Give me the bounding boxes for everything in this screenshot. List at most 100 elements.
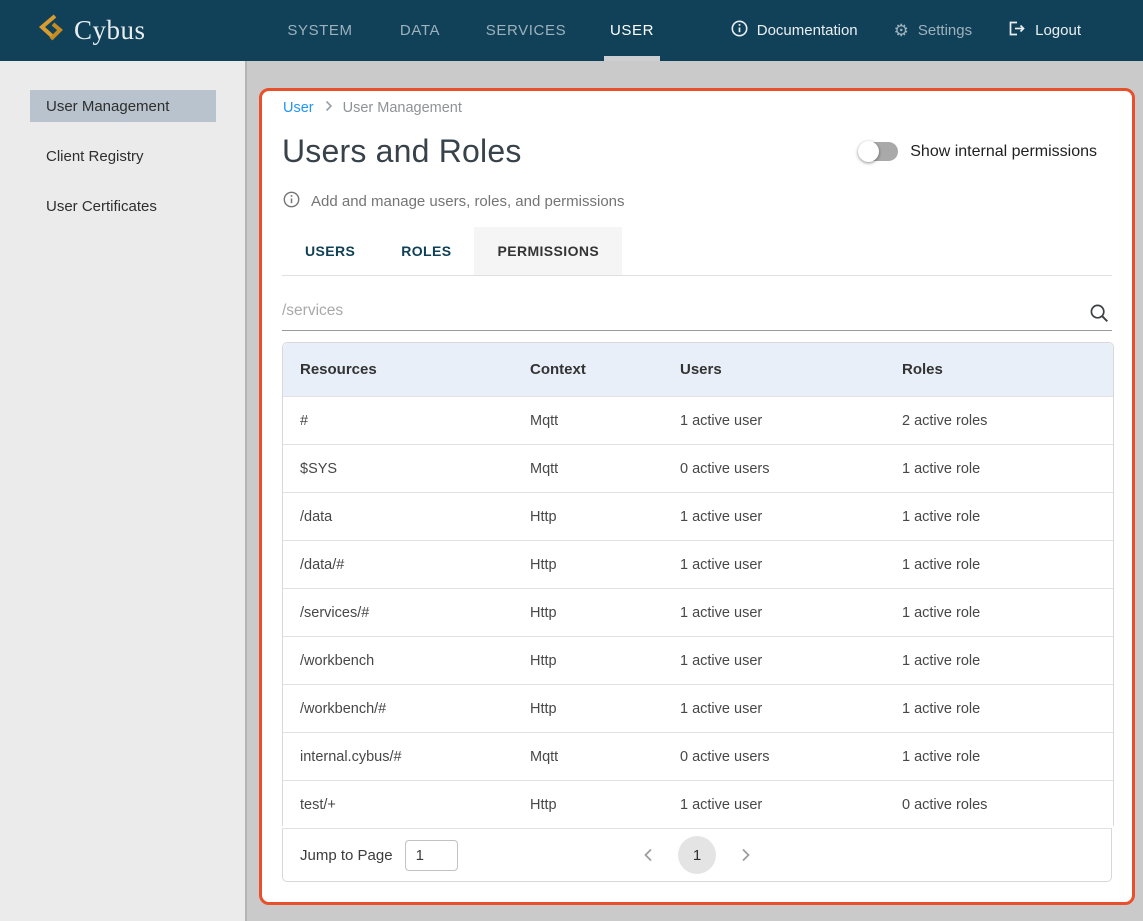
sidebar-item-client-registry[interactable]: Client Registry bbox=[46, 147, 144, 165]
next-page-button[interactable] bbox=[732, 841, 760, 869]
breadcrumb: User User Management bbox=[282, 100, 1112, 116]
cell-users: 1 active user bbox=[680, 396, 902, 444]
pagination: 1 bbox=[634, 836, 760, 874]
logout-label: Logout bbox=[1035, 22, 1081, 39]
nav-item-data[interactable]: DATA bbox=[399, 22, 441, 39]
cell-roles: 2 active roles bbox=[902, 396, 1113, 444]
cell-resource: /data/# bbox=[283, 540, 530, 588]
jump-to-page-input[interactable] bbox=[404, 839, 458, 871]
search-icon[interactable] bbox=[1089, 303, 1110, 329]
column-header-context: Context bbox=[530, 343, 680, 396]
cell-roles: 1 active role bbox=[902, 588, 1113, 636]
tab-permissions[interactable]: PERMISSIONS bbox=[474, 227, 623, 275]
cell-users: 1 active user bbox=[680, 540, 902, 588]
nav-item-system[interactable]: SYSTEM bbox=[287, 22, 353, 39]
cell-roles: 1 active role bbox=[902, 684, 1113, 732]
table-row[interactable]: # Mqtt 1 active user 2 active roles bbox=[283, 396, 1113, 444]
cell-context: Mqtt bbox=[530, 396, 680, 444]
breadcrumb-current: User Management bbox=[342, 100, 462, 116]
tab-users[interactable]: USERS bbox=[305, 243, 356, 259]
page-number-button[interactable]: 1 bbox=[678, 836, 716, 874]
logout-icon bbox=[1008, 20, 1026, 41]
tab-roles[interactable]: ROLES bbox=[401, 243, 452, 259]
search-row bbox=[282, 297, 1112, 331]
brand[interactable]: Cybus bbox=[0, 13, 146, 48]
table-row[interactable]: $SYS Mqtt 0 active users 1 active role bbox=[283, 444, 1113, 492]
tab-bar: USERS ROLES PERMISSIONS bbox=[282, 227, 1112, 276]
cell-roles: 1 active role bbox=[902, 492, 1113, 540]
cell-resource: test/+ bbox=[283, 780, 530, 828]
cell-resource: internal.cybus/# bbox=[283, 732, 530, 780]
content-card-highlighted: User User Management Users and Roles Sho… bbox=[259, 88, 1135, 905]
internal-permissions-toggle-group: Show internal permissions bbox=[858, 141, 1097, 162]
table-row[interactable]: test/+ Http 1 active user 0 active roles bbox=[283, 780, 1113, 828]
cell-resource: /services/# bbox=[283, 588, 530, 636]
cell-context: Http bbox=[530, 684, 680, 732]
cell-users: 0 active users bbox=[680, 444, 902, 492]
info-icon bbox=[731, 20, 748, 41]
info-circle-icon bbox=[283, 191, 300, 212]
cell-users: 1 active user bbox=[680, 684, 902, 732]
cell-context: Http bbox=[530, 780, 680, 828]
table-row[interactable]: /services/# Http 1 active user 1 active … bbox=[283, 588, 1113, 636]
cell-resource: /data bbox=[283, 492, 530, 540]
table-row[interactable]: /data Http 1 active user 1 active role bbox=[283, 492, 1113, 540]
top-navbar: Cybus SYSTEM DATA SERVICES USER Document… bbox=[0, 0, 1143, 61]
search-input[interactable] bbox=[282, 297, 1112, 330]
cell-context: Http bbox=[530, 588, 680, 636]
nav-item-services[interactable]: SERVICES bbox=[485, 22, 567, 39]
documentation-label: Documentation bbox=[756, 22, 858, 39]
toggle-knob bbox=[858, 141, 880, 162]
cell-context: Http bbox=[530, 492, 680, 540]
nav-actions: Documentation ⚙ Settings Logout bbox=[731, 0, 1081, 61]
toggle-label: Show internal permissions bbox=[910, 142, 1097, 160]
column-header-roles: Roles bbox=[902, 343, 1113, 396]
nav-item-user[interactable]: USER bbox=[582, 0, 682, 61]
main-area: User User Management Users and Roles Sho… bbox=[249, 61, 1143, 921]
permissions-table: Resources Context Users Roles # Mqtt 1 a… bbox=[282, 342, 1114, 829]
documentation-button[interactable]: Documentation bbox=[731, 20, 858, 41]
cell-roles: 1 active role bbox=[902, 540, 1113, 588]
table-row[interactable]: /workbench/# Http 1 active user 1 active… bbox=[283, 684, 1113, 732]
jump-to-page-group: Jump to Page bbox=[300, 829, 458, 881]
cell-users: 1 active user bbox=[680, 492, 902, 540]
gear-icon: ⚙ bbox=[893, 21, 909, 40]
cell-roles: 0 active roles bbox=[902, 780, 1113, 828]
subtitle-row: Add and manage users, roles, and permiss… bbox=[282, 191, 1112, 212]
cell-resource: /workbench/# bbox=[283, 684, 530, 732]
breadcrumb-link-user[interactable]: User bbox=[283, 100, 314, 116]
sidebar: User Management Client Registry User Cer… bbox=[0, 61, 247, 921]
table-footer: Jump to Page 1 bbox=[282, 828, 1112, 882]
cybus-logo-icon bbox=[38, 13, 64, 48]
brand-name: Cybus bbox=[74, 15, 146, 45]
column-header-resources: Resources bbox=[283, 343, 530, 396]
cell-users: 1 active user bbox=[680, 780, 902, 828]
cell-resource: # bbox=[283, 396, 530, 444]
cell-context: Mqtt bbox=[530, 732, 680, 780]
cell-context: Http bbox=[530, 636, 680, 684]
cell-context: Mqtt bbox=[530, 444, 680, 492]
table-header: Resources Context Users Roles bbox=[283, 343, 1113, 396]
settings-button[interactable]: ⚙ Settings bbox=[894, 22, 972, 39]
page-subtitle: Add and manage users, roles, and permiss… bbox=[311, 193, 625, 210]
jump-to-page-label: Jump to Page bbox=[300, 846, 393, 864]
cell-context: Http bbox=[530, 540, 680, 588]
primary-nav: SYSTEM DATA SERVICES USER bbox=[270, 0, 682, 61]
table-row[interactable]: /data/# Http 1 active user 1 active role bbox=[283, 540, 1113, 588]
cell-resource: $SYS bbox=[283, 444, 530, 492]
table-row[interactable]: /workbench Http 1 active user 1 active r… bbox=[283, 636, 1113, 684]
title-row: Users and Roles Show internal permission… bbox=[282, 133, 1112, 170]
column-header-users: Users bbox=[680, 343, 902, 396]
cell-roles: 1 active role bbox=[902, 636, 1113, 684]
table-row[interactable]: internal.cybus/# Mqtt 0 active users 1 a… bbox=[283, 732, 1113, 780]
page-title: Users and Roles bbox=[282, 133, 522, 169]
sidebar-item-user-certificates[interactable]: User Certificates bbox=[46, 197, 157, 215]
logout-button[interactable]: Logout bbox=[1008, 20, 1081, 41]
show-internal-permissions-toggle[interactable] bbox=[858, 141, 899, 162]
cell-roles: 1 active role bbox=[902, 444, 1113, 492]
cell-resource: /workbench bbox=[283, 636, 530, 684]
sidebar-item-user-management[interactable]: User Management bbox=[30, 90, 216, 122]
previous-page-button[interactable] bbox=[634, 841, 662, 869]
cell-users: 1 active user bbox=[680, 636, 902, 684]
table-body: # Mqtt 1 active user 2 active roles $SYS… bbox=[283, 396, 1113, 828]
